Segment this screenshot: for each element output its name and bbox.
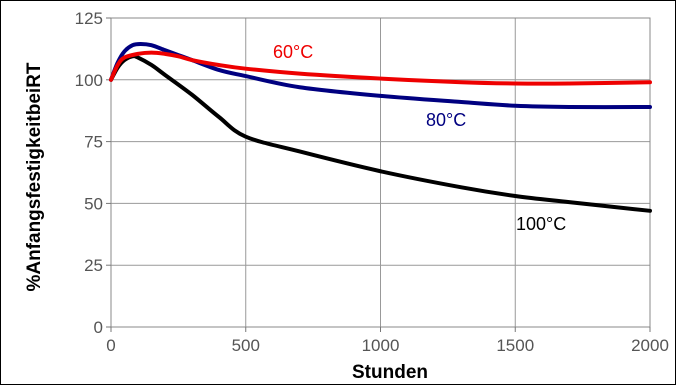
x-tick-label: 1500 xyxy=(496,336,534,355)
x-axis-title: Stunden xyxy=(352,362,428,383)
series-line-60c xyxy=(109,50,652,86)
series-labels: 60°C 80°C 100°C xyxy=(273,42,566,234)
y-tick-label: 125 xyxy=(75,9,103,28)
series-lines xyxy=(109,41,652,213)
axis-ticks: 0 25 50 75 100 125 0 500 1000 1500 2000 xyxy=(75,9,669,355)
y-tick-label: 0 xyxy=(94,318,103,337)
y-tick-label: 50 xyxy=(84,194,103,213)
series-label-100c: 100°C xyxy=(516,214,566,234)
series-label-80c: 80°C xyxy=(426,110,466,130)
y-tick-label: 75 xyxy=(84,133,103,152)
y-tick-label: 100 xyxy=(75,71,103,90)
x-tick-label: 1000 xyxy=(362,336,400,355)
x-tick-label: 0 xyxy=(106,336,115,355)
series-label-60c: 60°C xyxy=(273,42,313,62)
x-tick-label: 2000 xyxy=(631,336,669,355)
y-axis-title: %AnfangsfestigkeitbeiRT xyxy=(24,62,45,291)
x-tick-label: 500 xyxy=(232,336,260,355)
y-tick-label: 25 xyxy=(84,256,103,275)
